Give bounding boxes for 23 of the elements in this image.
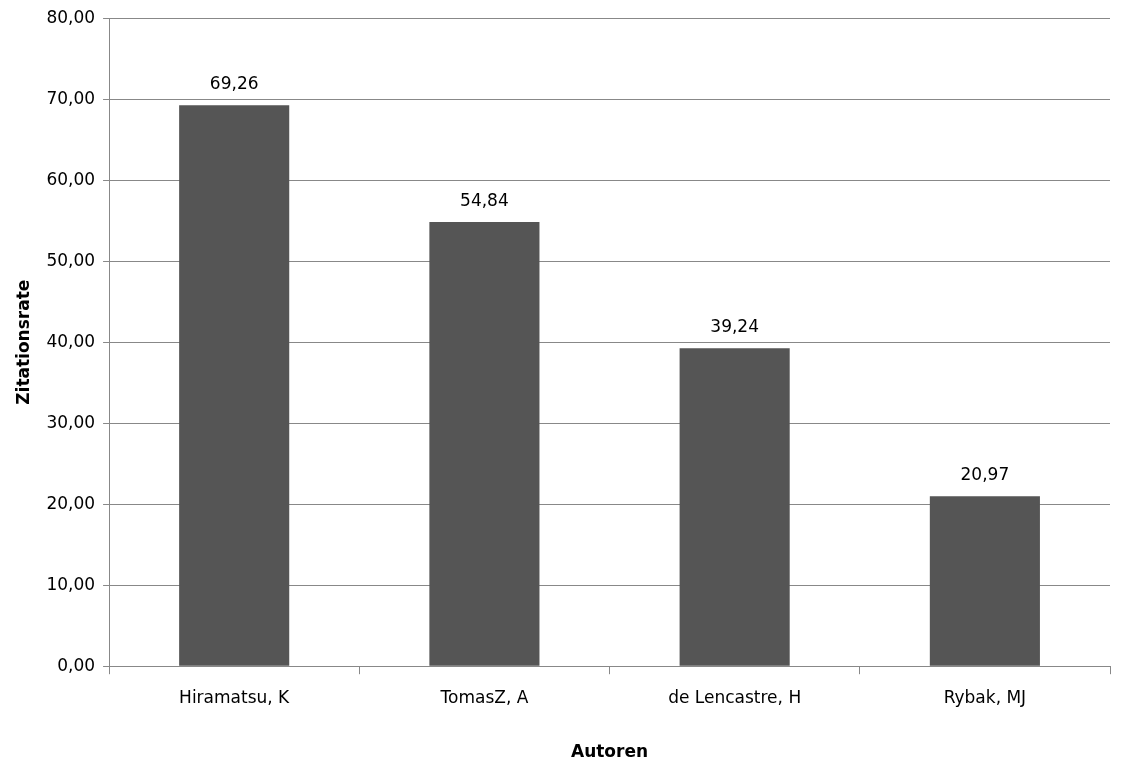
data-label: 39,24 (710, 316, 759, 337)
x-tick-label: TomasZ, A (439, 686, 529, 707)
x-axis-title: Autoren (570, 741, 649, 762)
bar (929, 496, 1040, 666)
y-tick-label: 10,00 (46, 573, 96, 594)
data-label: 69,26 (209, 73, 259, 94)
y-tick-label: 40,00 (46, 330, 96, 351)
y-tick-label: 70,00 (46, 87, 96, 108)
data-label: 20,97 (960, 464, 1010, 485)
y-tick-label: 20,00 (46, 492, 96, 513)
y-tick-label: 30,00 (46, 411, 96, 432)
bar (179, 105, 290, 666)
x-tick-label: de Lencastre, H (668, 686, 802, 707)
y-axis-title: Zitationsrate (12, 279, 33, 405)
y-tick-label: 50,00 (46, 249, 96, 270)
y-tick-label: 80,00 (46, 6, 96, 27)
data-label: 54,84 (460, 189, 509, 210)
x-tick-label: Rybak, MJ (943, 686, 1027, 707)
x-tick-label: Hiramatsu, K (179, 686, 291, 707)
y-tick-label: 60,00 (46, 168, 96, 189)
bar (679, 348, 790, 666)
bar (429, 222, 540, 666)
y-tick-label: 0,00 (57, 654, 96, 675)
